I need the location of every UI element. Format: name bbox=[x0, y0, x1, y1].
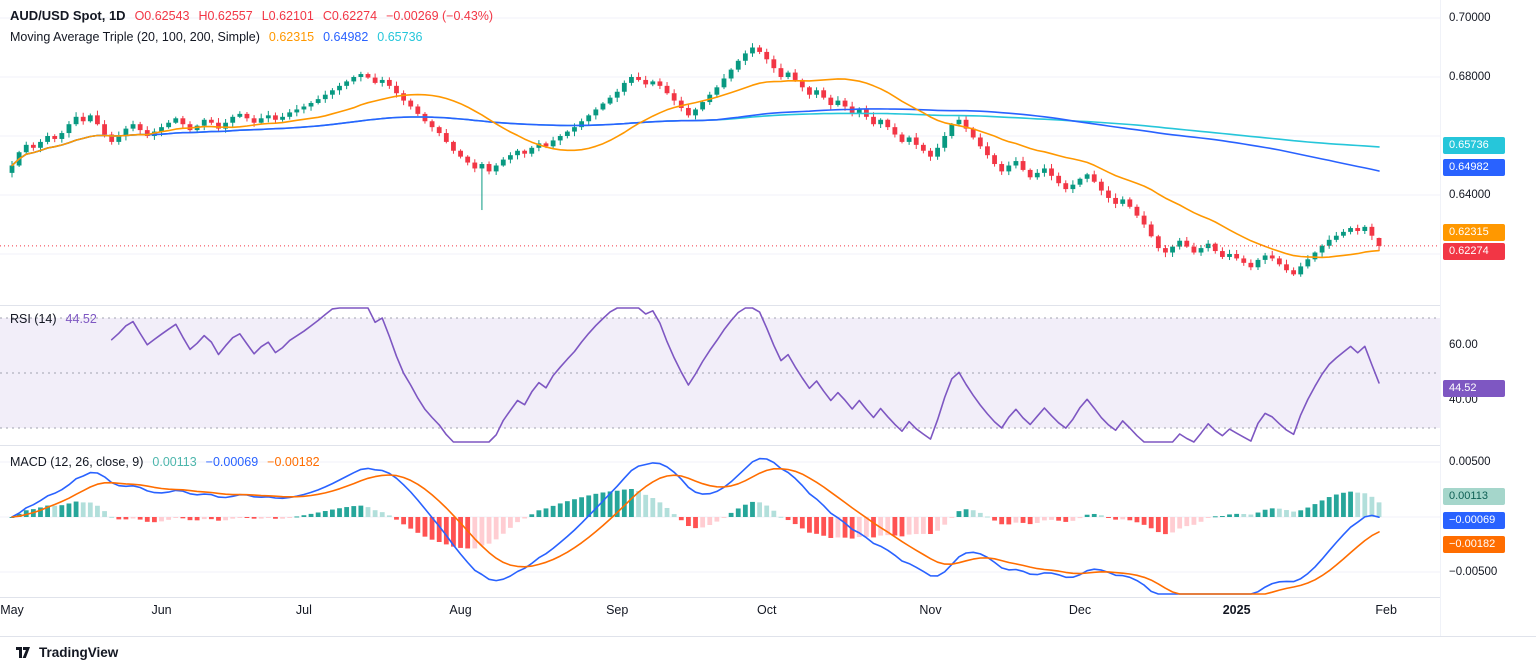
time-axis-border bbox=[0, 597, 1536, 598]
rsi-line bbox=[110, 307, 1380, 443]
time-axis-label: Nov bbox=[919, 603, 942, 617]
ma100-line bbox=[11, 108, 1380, 172]
ma20-line bbox=[11, 78, 1380, 259]
time-axis-label: Jun bbox=[151, 603, 172, 617]
panel-separator[interactable] bbox=[0, 445, 1536, 446]
macd-signal-badge: −0.00182 bbox=[1443, 536, 1505, 553]
rsi-legend-row: RSI (14) 44.52 bbox=[10, 312, 97, 326]
ma20-value: 0.62315 bbox=[268, 30, 315, 44]
macd-axis-label: 0.00500 bbox=[1449, 456, 1491, 468]
macd-indicator-title[interactable]: MACD (12, 26, close, 9) bbox=[10, 455, 144, 469]
footer-bar: TradingView bbox=[0, 637, 1536, 667]
ohlc-close-value: C0.62274 bbox=[322, 9, 378, 23]
symbol-title[interactable]: AUD/USD Spot, 1D bbox=[10, 8, 126, 23]
ma20-price-badge: 0.62315 bbox=[1443, 224, 1505, 241]
time-axis-label: Aug bbox=[449, 603, 472, 617]
price-axis-label: 0.70000 bbox=[1449, 12, 1491, 24]
ma-indicator-title[interactable]: Moving Average Triple (20, 100, 200, Sim… bbox=[10, 30, 260, 44]
time-axis-label: Jul bbox=[295, 603, 312, 617]
ohlc-low-value: L0.62101 bbox=[261, 9, 314, 23]
ohlc-open-value: O0.62543 bbox=[134, 9, 190, 23]
ohlc-high-value: H0.62557 bbox=[198, 9, 253, 23]
macd-hist-badge: 0.00113 bbox=[1443, 488, 1505, 505]
time-axis-label: May bbox=[0, 603, 24, 617]
ma100-value: 0.64982 bbox=[323, 30, 369, 44]
ma-legend-row: Moving Average Triple (20, 100, 200, Sim… bbox=[10, 30, 422, 44]
rsi-value: 44.52 bbox=[65, 312, 97, 326]
last-price-badge: 0.62274 bbox=[1443, 243, 1505, 260]
macd-signal-line bbox=[11, 467, 1380, 595]
macd-hist-value: 0.00113 bbox=[152, 455, 197, 469]
price-axis-label: 0.64000 bbox=[1449, 189, 1491, 201]
tradingview-brand-text[interactable]: TradingView bbox=[39, 644, 119, 660]
price-axis-label: 0.68000 bbox=[1449, 71, 1491, 83]
macd-signal-value: −0.00182 bbox=[267, 455, 320, 469]
macd-line-value: −0.00069 bbox=[205, 455, 259, 469]
rsi-value-badge: 44.52 bbox=[1443, 380, 1505, 397]
time-axis-label: Dec bbox=[1068, 603, 1092, 617]
tradingview-logo[interactable] bbox=[14, 643, 32, 661]
rsi-axis-label: 40.00 bbox=[1449, 394, 1478, 406]
ma200-value: 0.65736 bbox=[377, 30, 423, 44]
time-axis-label: Oct bbox=[756, 603, 777, 617]
time-axis-label: 2025 bbox=[1222, 603, 1251, 617]
symbol-legend-row: AUD/USD Spot, 1D O0.62543 H0.62557 L0.62… bbox=[10, 8, 493, 23]
panel-separator[interactable] bbox=[0, 305, 1536, 306]
rsi-axis-label: 60.00 bbox=[1449, 339, 1478, 351]
time-axis-label: Feb bbox=[1375, 603, 1397, 617]
ma100-price-badge: 0.64982 bbox=[1443, 159, 1505, 176]
macd-histogram bbox=[9, 488, 1382, 549]
ma200-price-badge: 0.65736 bbox=[1443, 137, 1505, 154]
change-value: −0.00269 (−0.43%) bbox=[386, 9, 494, 23]
macd-axis-label: −0.00500 bbox=[1449, 566, 1498, 578]
rsi-indicator-title[interactable]: RSI (14) bbox=[10, 312, 57, 326]
time-axis[interactable]: May Jun Jul Aug Sep Oct Nov Dec 2025 Feb bbox=[0, 598, 1440, 635]
macd-legend-row: MACD (12, 26, close, 9) 0.00113 −0.00069… bbox=[10, 455, 320, 469]
candles-layer bbox=[9, 43, 1382, 277]
footer-border bbox=[0, 636, 1536, 637]
macd-line-badge: −0.00069 bbox=[1443, 512, 1505, 529]
time-axis-label: Sep bbox=[606, 603, 629, 617]
price-scale[interactable]: 0.70000 0.68000 0.64000 0.65736 0.64982 … bbox=[1440, 0, 1536, 636]
